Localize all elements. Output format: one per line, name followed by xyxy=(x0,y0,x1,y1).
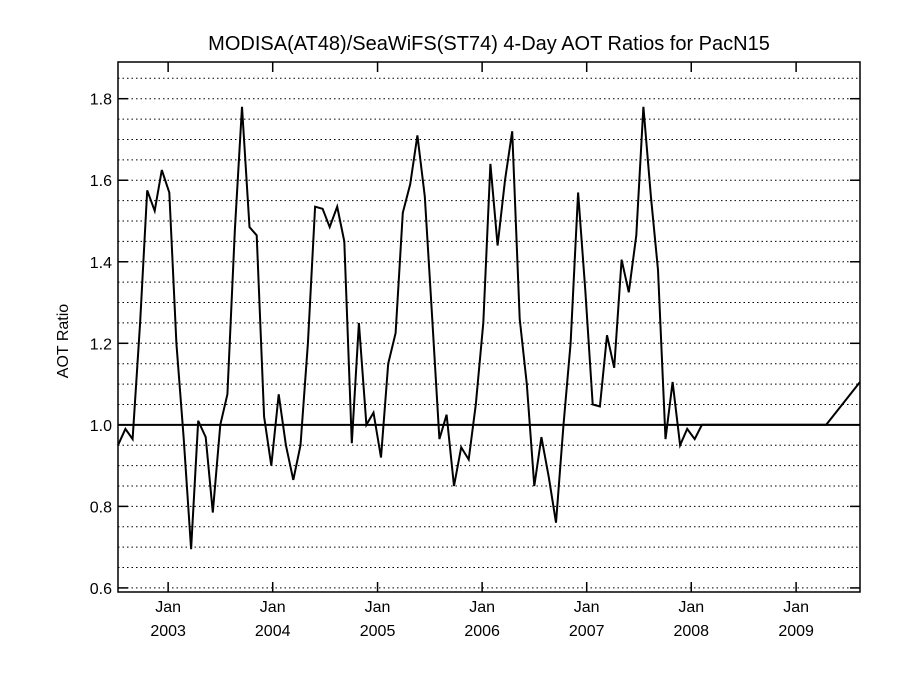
series-line xyxy=(117,106,861,550)
y-axis-label: AOT Ratio xyxy=(55,304,72,379)
series-group xyxy=(117,106,861,550)
y-tick-label: 1.6 xyxy=(90,173,112,190)
x-axis: Jan 2003 Jan 2004 Jan 2005 Jan 2006 Jan 2007 Jan 20… xyxy=(150,62,814,640)
x-tick-month-label: Jan xyxy=(783,599,809,616)
y-axis: 0.6 0.8 1.0 1.2 1.4 1.6 1.8 xyxy=(90,92,860,598)
x-tick-month-label: Jan xyxy=(678,599,704,616)
x-tick-year-label: 2006 xyxy=(464,623,500,640)
x-tick-year-label: 2009 xyxy=(778,623,814,640)
chart-title: MODISA(AT48)/SeaWiFS(ST74) 4-Day AOT Rat… xyxy=(208,33,770,55)
y-tick-label: 1.4 xyxy=(90,255,112,272)
x-tick-year-label: 2004 xyxy=(255,623,291,640)
y-tick-label: 1.2 xyxy=(90,336,112,353)
x-tick-month-label: Jan xyxy=(574,599,600,616)
x-tick-year-label: 2005 xyxy=(360,623,396,640)
x-tick-month-label: Jan xyxy=(155,599,181,616)
x-tick-year-label: 2003 xyxy=(150,623,186,640)
x-tick-month-label: Jan xyxy=(260,599,286,616)
x-tick-month-label: Jan xyxy=(365,599,391,616)
y-tick-label: 1.8 xyxy=(90,92,112,109)
x-tick-month-label: Jan xyxy=(469,599,495,616)
x-tick-year-label: 2007 xyxy=(569,623,605,640)
y-tick-label: 0.6 xyxy=(90,581,112,598)
y-tick-label: 1.0 xyxy=(90,418,112,435)
plot-frame xyxy=(117,61,861,593)
x-tick-year-label: 2008 xyxy=(673,623,709,640)
y-tick-label: 0.8 xyxy=(90,499,112,516)
